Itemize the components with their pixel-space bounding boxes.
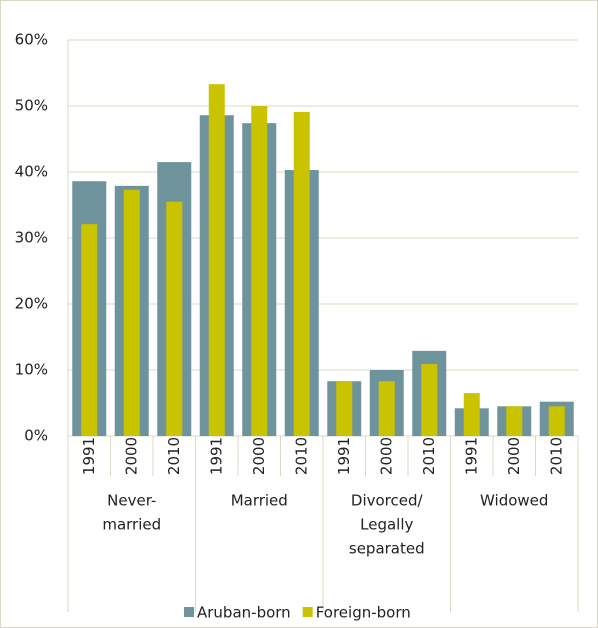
y-tick-label: 0% — [24, 427, 48, 445]
legend-label: Aruban-born — [197, 604, 291, 622]
bar — [123, 189, 140, 436]
x-tick-label: 1991 — [462, 437, 480, 475]
group-label: Widowed — [480, 492, 548, 510]
bar — [166, 201, 183, 436]
legend-label: Foreign-born — [316, 604, 411, 622]
x-tick-label: 2000 — [250, 437, 268, 475]
y-tick-label: 10% — [15, 361, 48, 379]
x-tick-label: 2000 — [377, 437, 395, 475]
legend-swatch — [302, 607, 313, 617]
bar — [81, 224, 98, 436]
x-tick-label: 2010 — [292, 437, 310, 475]
bar — [378, 381, 395, 436]
bar — [208, 84, 225, 436]
y-tick-label: 20% — [15, 295, 48, 313]
x-tick-label: 2010 — [420, 437, 438, 475]
y-tick-label: 60% — [15, 31, 48, 49]
x-tick-label: 2010 — [547, 437, 565, 475]
y-tick-label: 40% — [15, 163, 48, 181]
legend-swatch — [184, 607, 194, 617]
x-tick-label: 1991 — [80, 437, 98, 475]
y-tick-label: 50% — [15, 97, 48, 115]
x-tick-label: 2010 — [165, 437, 183, 475]
group-label: Never- — [107, 492, 156, 510]
group-label: separated — [349, 540, 425, 558]
x-tick-label: 1991 — [335, 437, 353, 475]
x-tick-label: 1991 — [207, 437, 225, 475]
bar — [421, 364, 438, 436]
group-label: married — [102, 516, 161, 534]
x-tick-label: 2000 — [505, 437, 523, 475]
bar — [293, 111, 310, 436]
bar — [251, 106, 268, 436]
bar — [548, 406, 565, 436]
group-label: Divorced/ — [351, 492, 424, 510]
group-label: Married — [231, 492, 288, 510]
bar — [336, 381, 353, 436]
group-label: Legally — [360, 516, 413, 534]
x-tick-label: 2000 — [122, 437, 140, 475]
bar — [463, 393, 480, 436]
bar — [506, 406, 523, 436]
y-tick-label: 30% — [15, 229, 48, 247]
